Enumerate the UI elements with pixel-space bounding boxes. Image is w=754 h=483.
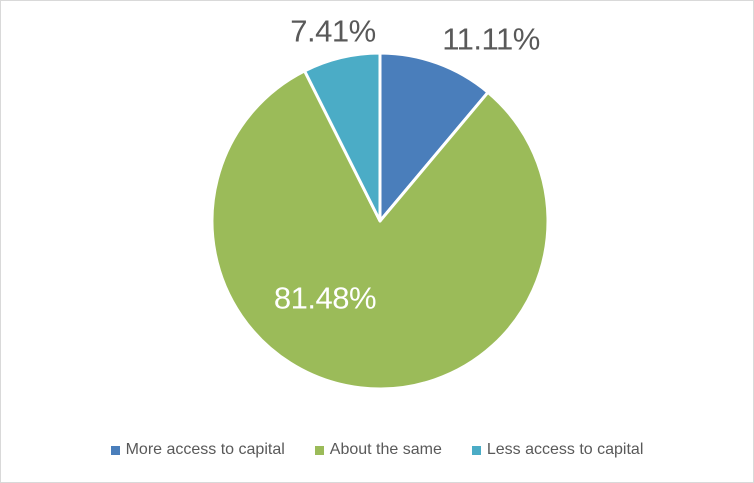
pie-slice-less-access-to-capital xyxy=(303,51,382,223)
pie-slice-about-the-same xyxy=(210,69,550,391)
legend-swatch-icon xyxy=(314,445,324,455)
data-label-less-access-to-capital: 7.41% xyxy=(290,13,376,49)
pie-slice-more-access-to-capital xyxy=(378,51,490,223)
chart-legend: More access to capital About the same Le… xyxy=(1,439,753,461)
legend-item-about-the-same: About the same xyxy=(314,441,442,459)
legend-label: Less access to capital xyxy=(486,441,644,458)
data-label-about-the-same: 81.48% xyxy=(273,280,377,316)
legend-swatch-icon xyxy=(110,445,120,455)
legend-label: More access to capital xyxy=(125,441,285,458)
legend-label: About the same xyxy=(329,441,442,458)
data-label-more-access-to-capital: 11.11% xyxy=(442,21,540,57)
legend-swatch-icon xyxy=(471,445,481,455)
legend-item-less-access-to-capital: Less access to capital xyxy=(471,441,644,459)
legend-item-more-access-to-capital: More access to capital xyxy=(110,441,285,459)
